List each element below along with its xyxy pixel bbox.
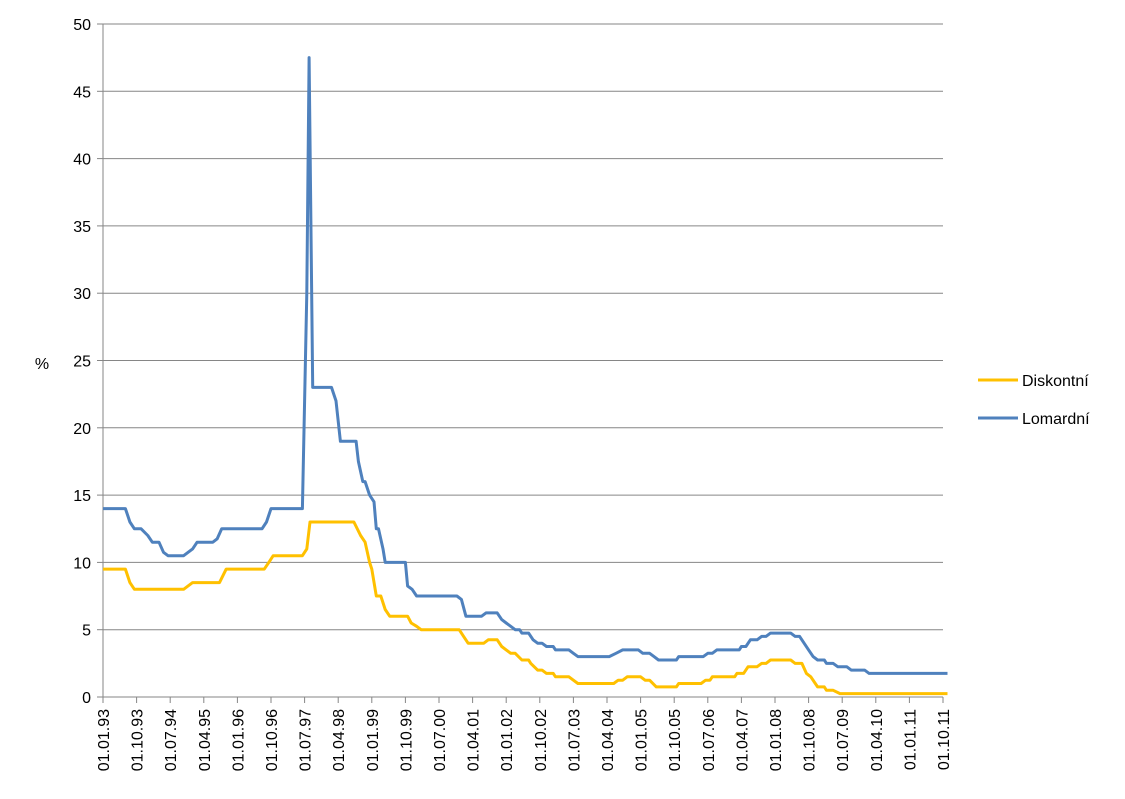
x-tick-label: 01.10.99 <box>398 709 415 771</box>
x-tick-label: 01.07.03 <box>566 709 583 771</box>
x-tick-label: 01.01.99 <box>365 709 382 771</box>
x-tick-label: 01.04.95 <box>197 709 214 771</box>
y-tick-label: 40 <box>73 152 91 169</box>
series-line-diskontni <box>103 520 948 696</box>
y-tick-label: 15 <box>73 488 91 505</box>
legend-label: Lomardní <box>1022 411 1090 428</box>
x-tick-label: 01.01.93 <box>96 709 113 771</box>
x-tick-label: 01.04.10 <box>869 709 886 771</box>
y-tick-label: 50 <box>73 17 91 34</box>
y-tick-label: 45 <box>73 84 91 101</box>
x-tick-label: 01.10.96 <box>264 709 281 771</box>
x-tick-label: 01.07.00 <box>432 709 449 771</box>
y-tick-label: 20 <box>73 421 91 438</box>
y-tick-label: 30 <box>73 286 91 303</box>
x-tick-label: 01.01.05 <box>634 709 651 771</box>
x-tick-label: 01.04.07 <box>734 709 751 771</box>
y-tick-label: 10 <box>73 555 91 572</box>
y-tick-label: 25 <box>73 354 91 371</box>
gridlines <box>103 23 943 631</box>
x-tick-label: 01.07.94 <box>163 709 180 771</box>
x-tick-label: 01.04.01 <box>466 709 483 771</box>
series-line-lomardni <box>103 56 948 675</box>
axes <box>97 23 944 703</box>
legend: Diskontní Lomardní <box>978 373 1090 428</box>
x-tick-label: 01.07.09 <box>835 709 852 771</box>
x-tick-label: 01.07.06 <box>701 709 718 771</box>
x-tick-label: 01.01.11 <box>902 709 919 770</box>
x-tick-label: 01.10.93 <box>130 709 147 771</box>
x-tick-label: 01.04.04 <box>600 709 617 771</box>
x-tick-label: 01.01.96 <box>230 709 247 771</box>
x-tick-label: 01.07.97 <box>298 709 315 771</box>
y-tick-label: 5 <box>82 623 91 640</box>
x-tick-label: 01.10.08 <box>802 709 819 771</box>
y-axis-title: % <box>35 356 49 373</box>
x-tick-labels: 01.01.93 01.10.93 01.07.94 01.04.95 01.01.96… <box>96 709 953 771</box>
x-tick-label: 01.04.98 <box>331 709 348 771</box>
legend-label: Diskontní <box>1022 373 1089 390</box>
x-tick-label: 01.10.05 <box>667 709 684 771</box>
x-tick-label: 01.01.02 <box>499 709 516 771</box>
series-lines <box>103 56 948 696</box>
y-tick-label: 35 <box>73 219 91 236</box>
x-tick-label: 01.10.11 <box>936 709 953 770</box>
y-tick-labels: 0 5 10 15 20 25 30 35 40 45 50 <box>73 17 91 707</box>
y-tick-label: 0 <box>82 690 91 707</box>
x-tick-label: 01.01.08 <box>768 709 785 771</box>
x-tick-label: 01.10.02 <box>533 709 550 771</box>
